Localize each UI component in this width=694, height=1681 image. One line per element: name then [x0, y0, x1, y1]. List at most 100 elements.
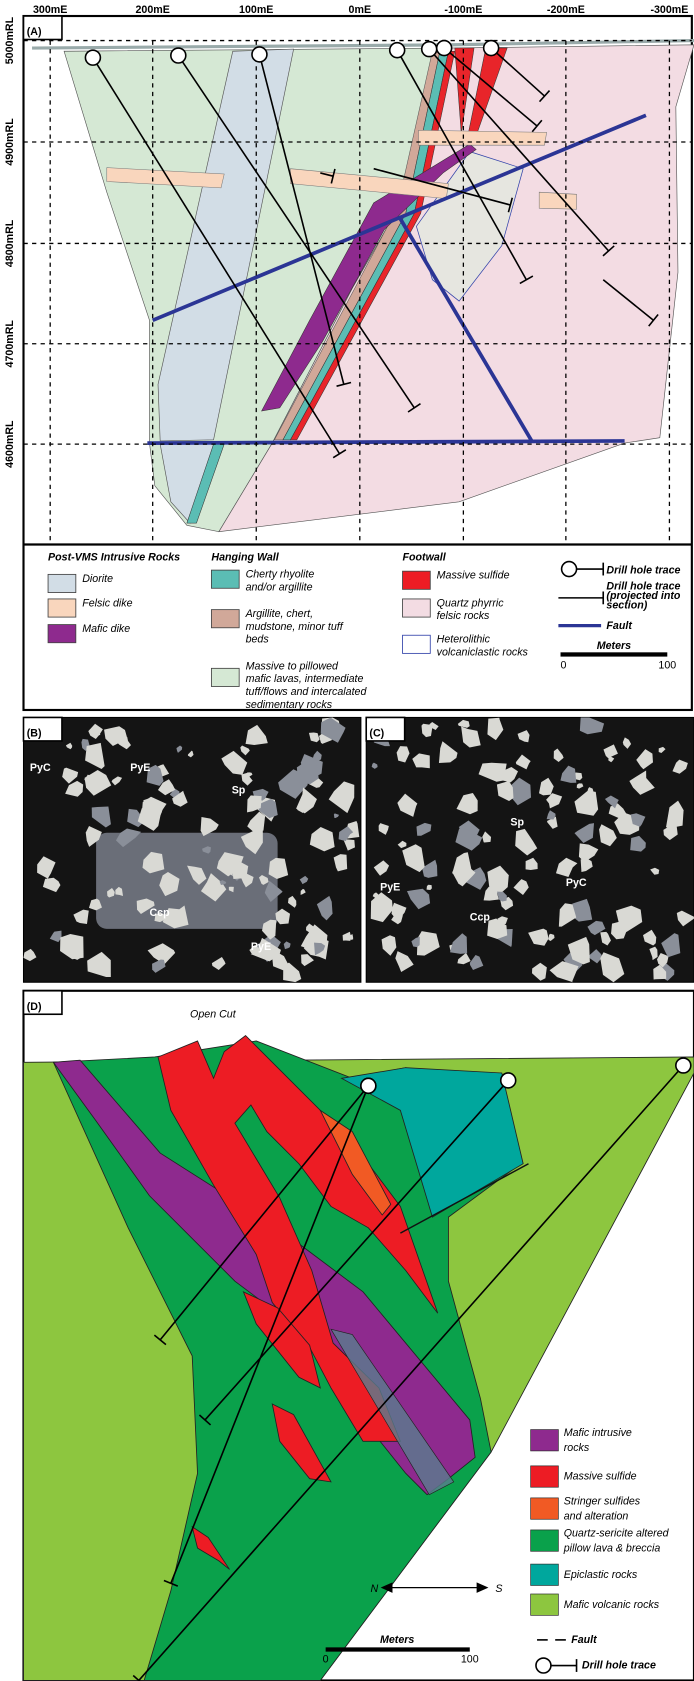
legend-swatch [48, 625, 76, 643]
figure: 300mE 200mE 100mE 0mE -100mE -200mE -300mE 5000… [0, 0, 694, 1681]
y-axis-label: 4700mRL [4, 320, 16, 368]
legend-label: Felsic dike [82, 597, 132, 609]
legend-label: Diorite [82, 573, 113, 585]
y-axis-label: 5000mRL [4, 16, 16, 64]
photomicrographs [24, 717, 694, 982]
mineral-label: Ccp [470, 911, 491, 923]
legend-label-line: Argillite, chert, [245, 608, 314, 620]
legend-label: Mafic dike [82, 623, 130, 635]
legend-label-line: pillow lava & breccia [563, 1542, 661, 1554]
x-axis-label: -100mE [444, 4, 482, 16]
legend-label-line: and alteration [564, 1510, 629, 1522]
legend-group-title: Hanging Wall [211, 552, 279, 564]
legend-swatch [211, 610, 239, 628]
drill-collar [437, 41, 452, 56]
legend-label-line: Cherty rhyolite [246, 569, 315, 581]
y-axis-label: 4600mRL [4, 420, 16, 468]
legend-label-line: section) [606, 600, 647, 612]
legend-swatch [531, 1594, 559, 1615]
drill-collar [252, 47, 267, 62]
legend-swatch [403, 599, 431, 617]
scale-title: Meters [380, 1634, 414, 1646]
legend-label: Cherty rhyoliteand/or argillite [246, 569, 315, 594]
x-axis-label: 300mE [33, 4, 67, 16]
drill-collar [676, 1058, 691, 1073]
legend-label-line: Quartz-sericite altered [564, 1527, 670, 1539]
legend-label: Fault [571, 1634, 597, 1646]
panel-label: (A) [27, 26, 42, 38]
legend-label-line: Heterolithic [437, 634, 491, 646]
legend-label-line: Felsic dike [82, 597, 132, 609]
x-axis-label: 200mE [136, 4, 170, 16]
mineral-label: Ccp [149, 907, 170, 919]
x-axis-label: 100mE [239, 4, 273, 16]
legend-label-line: Mafic intrusive [564, 1427, 632, 1439]
legend-swatch [403, 635, 431, 653]
legend-label-line: Mafic dike [82, 623, 130, 635]
legend-label: Drill hole trace [582, 1660, 656, 1672]
legend-label-line: Massive to pillowed [246, 660, 339, 672]
legend-swatch [531, 1498, 559, 1519]
mineral-label: PyC [30, 762, 51, 774]
legend-label: Fault [606, 620, 632, 632]
panel-label: (D) [27, 1001, 42, 1013]
mineral-label: PyE [251, 941, 271, 953]
legend-swatch [531, 1564, 559, 1585]
legend-label-line: beds [246, 634, 270, 646]
scale-label: 0 [561, 659, 567, 671]
scale-title: Meters [597, 640, 631, 652]
panel-label: (B) [27, 728, 42, 740]
x-axis-label: -300mE [650, 4, 688, 16]
x-axis-label: -200mE [547, 4, 585, 16]
legend-group-title: Footwall [403, 552, 447, 564]
y-axis-label: 4800mRL [4, 219, 16, 267]
x-axis-label: 0mE [349, 4, 372, 16]
scale-label: 100 [461, 1653, 479, 1665]
legend-swatch [211, 668, 239, 686]
legend-label-line: sedimentary rocks [246, 699, 333, 711]
legend-label-line: Mafic volcanic rocks [564, 1599, 660, 1611]
drill-collar [171, 48, 186, 63]
panel-label: (C) [369, 728, 384, 740]
legend-swatch [48, 574, 76, 592]
legend-swatch [531, 1530, 559, 1551]
scale-label: 100 [658, 659, 676, 671]
legend-label-line: Epiclastic rocks [564, 1569, 638, 1581]
legend-label: Epiclastic rocks [564, 1569, 638, 1581]
legend-swatch [211, 570, 239, 588]
mineral-label: PyE [130, 762, 150, 774]
compass-label: N [370, 1583, 378, 1595]
compass-label: S [495, 1583, 502, 1595]
legend-label-line: mafic lavas, intermediate [246, 673, 364, 685]
legend-label-line: Diorite [82, 573, 113, 585]
scale-label: 0 [323, 1653, 329, 1665]
drill-collar [390, 43, 405, 58]
legend-swatch [531, 1466, 559, 1487]
felsic-dike [419, 130, 547, 145]
mineral-label: PyC [566, 877, 587, 889]
open-cut-label: Open Cut [190, 1008, 237, 1020]
legend-label-line: Quartz phyrric [437, 597, 505, 609]
drill-collar [85, 50, 100, 65]
y-axis-label: 4900mRL [4, 118, 16, 166]
mineral-label: PyE [380, 881, 400, 893]
legend-label-line: volcaniclastic rocks [437, 647, 529, 659]
legend-label: Mafic volcanic rocks [564, 1599, 660, 1611]
legend-label-line: Massive sulfide [437, 570, 510, 582]
drill-collar [484, 41, 499, 56]
mineral-label: Sp [510, 816, 524, 828]
legend-label-line: and/or argillite [246, 581, 313, 593]
legend-group-title: Post-VMS Intrusive Rocks [48, 552, 180, 564]
drill-collar [361, 1078, 376, 1093]
legend-label-line: Stringer sulfides [564, 1495, 641, 1507]
legend-label-line: mudstone, minor tuff [246, 621, 344, 633]
legend-label-line: rocks [564, 1442, 590, 1454]
legend-label: Drill hole trace [606, 564, 680, 576]
legend-label: Massive sulfide [437, 570, 510, 582]
legend-label-line: Massive sulfide [564, 1471, 637, 1483]
legend-swatch [403, 571, 431, 589]
legend-label: Massive sulfide [564, 1471, 637, 1483]
scale-bar [326, 1647, 470, 1651]
drill-collar [501, 1073, 516, 1088]
drill-collar [422, 42, 437, 57]
